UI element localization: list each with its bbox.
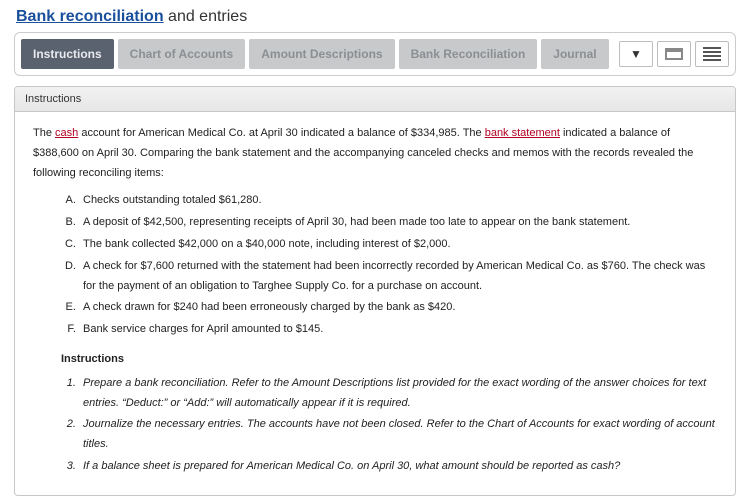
sub-heading: Instructions	[61, 350, 717, 370]
list-item: Prepare a bank reconciliation. Refer to …	[79, 374, 717, 414]
intro-paragraph: The cash account for American Medical Co…	[33, 124, 717, 183]
tab-journal[interactable]: Journal	[541, 39, 608, 69]
window-view-button[interactable]	[657, 41, 691, 67]
list-icon	[703, 47, 721, 61]
tab-bar: Instructions Chart of Accounts Amount De…	[21, 39, 729, 69]
window-icon	[665, 48, 683, 60]
tab-amount-descriptions[interactable]: Amount Descriptions	[249, 39, 394, 69]
dropdown-button[interactable]: ▼	[619, 41, 653, 67]
list-view-button[interactable]	[695, 41, 729, 67]
cash-link[interactable]: cash	[55, 127, 78, 139]
reconciling-items-list: Checks outstanding totaled $61,280. A de…	[33, 191, 717, 340]
list-item: Journalize the necessary entries. The ac…	[79, 415, 717, 455]
intro-text: account for American Medical Co. at Apri…	[78, 127, 484, 139]
list-item: Bank service charges for April amounted …	[79, 320, 717, 340]
intro-text: The	[33, 127, 55, 139]
list-item: A check for $7,600 returned with the sta…	[79, 257, 717, 297]
page-title: Bank reconciliation and entries	[0, 0, 750, 32]
tab-bank-reconciliation[interactable]: Bank Reconciliation	[399, 39, 538, 69]
tab-instructions[interactable]: Instructions	[21, 39, 114, 69]
list-item: The bank collected $42,000 on a $40,000 …	[79, 235, 717, 255]
tab-chart-of-accounts[interactable]: Chart of Accounts	[118, 39, 246, 69]
tab-card: Instructions Chart of Accounts Amount De…	[14, 32, 736, 76]
instruction-steps-list: Prepare a bank reconciliation. Refer to …	[33, 374, 717, 477]
panel-body: The cash account for American Medical Co…	[15, 112, 735, 495]
instructions-panel: Instructions The cash account for Americ…	[14, 86, 736, 496]
title-link[interactable]: Bank reconciliation	[16, 8, 164, 25]
list-item: If a balance sheet is prepared for Ameri…	[79, 457, 717, 477]
panel-header: Instructions	[15, 87, 735, 112]
list-item: A check drawn for $240 had been erroneou…	[79, 298, 717, 318]
bank-statement-link[interactable]: bank statement	[485, 127, 560, 139]
list-item: Checks outstanding totaled $61,280.	[79, 191, 717, 211]
list-item: A deposit of $42,500, representing recei…	[79, 213, 717, 233]
chevron-down-icon: ▼	[630, 47, 642, 61]
title-rest: and entries	[164, 8, 248, 25]
